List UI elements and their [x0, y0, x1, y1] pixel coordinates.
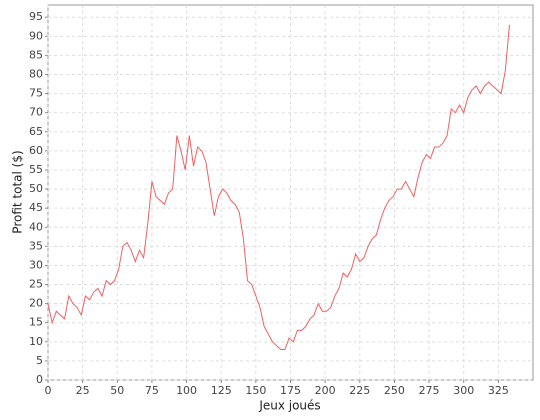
x-tick-label: 275	[419, 384, 440, 397]
y-tick-label: 5	[36, 354, 43, 367]
x-tick-label: 325	[488, 384, 509, 397]
y-tick-label: 90	[29, 29, 43, 42]
y-tick-label: 95	[29, 10, 43, 23]
x-tick-label: 125	[211, 384, 232, 397]
y-tick-label: 35	[29, 239, 43, 252]
y-tick-label: 30	[29, 258, 43, 271]
x-tick-label: 175	[280, 384, 301, 397]
y-tick-label: 70	[29, 106, 43, 119]
y-tick-label: 55	[29, 163, 43, 176]
x-tick-label: 0	[45, 384, 52, 397]
y-axis-label: Profit total ($)	[11, 150, 25, 233]
x-tick-label: 75	[145, 384, 159, 397]
y-tick-label: 65	[29, 125, 43, 138]
x-tick-label: 25	[76, 384, 90, 397]
data-line	[47, 24, 510, 350]
y-tick-label: 40	[29, 220, 43, 233]
y-tick-label: 45	[29, 201, 43, 214]
x-tick-label: 50	[110, 384, 124, 397]
y-tick-label: 85	[29, 48, 43, 61]
y-tick-label: 80	[29, 68, 43, 81]
x-tick-label: 150	[245, 384, 266, 397]
x-tick-label: 200	[315, 384, 336, 397]
x-tick-label: 300	[453, 384, 474, 397]
x-tick-label: 100	[176, 384, 197, 397]
y-tick-label: 20	[29, 297, 43, 310]
x-tick-label: 225	[349, 384, 370, 397]
y-tick-label: 75	[29, 87, 43, 100]
y-tick-label: 60	[29, 144, 43, 157]
y-tick-label: 15	[29, 316, 43, 329]
y-tick-label: 0	[36, 373, 43, 386]
x-axis-label: Jeux joués	[258, 399, 320, 413]
y-tick-label: 25	[29, 278, 43, 291]
y-tick-label: 50	[29, 182, 43, 195]
y-tick-label: 10	[29, 335, 43, 348]
x-tick-label: 250	[384, 384, 405, 397]
